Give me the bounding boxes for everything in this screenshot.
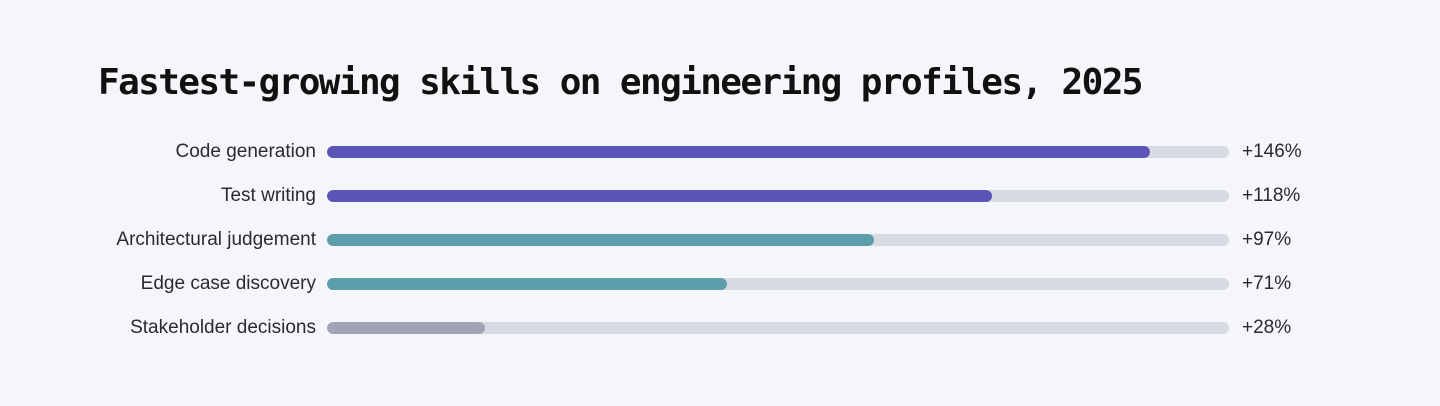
bar-row: Stakeholder decisions +28% (0, 306, 1440, 350)
category-label: Test writing (220, 185, 316, 206)
category-label: Stakeholder decisions (130, 317, 316, 338)
bar (327, 322, 485, 334)
value-label: +71% (1242, 273, 1292, 294)
chart-title: Fastest-growing skills on engineering pr… (98, 62, 1143, 103)
bar (327, 190, 993, 202)
bar-row: Test writing +118% (0, 174, 1440, 218)
bar-rows: Code generation +146% Test writing +118% Arc… (0, 130, 1440, 350)
bar (327, 278, 728, 290)
bar-track (327, 234, 1229, 246)
bar-track (327, 146, 1229, 158)
category-label: Edge case discovery (140, 273, 316, 294)
value-label: +28% (1242, 317, 1292, 338)
value-label: +118% (1242, 185, 1301, 206)
bar-track (327, 190, 1229, 202)
bar-track (327, 278, 1229, 290)
bar (327, 146, 1151, 158)
bar (327, 234, 874, 246)
bar-row: Code generation +146% (0, 130, 1440, 174)
category-label: Code generation (175, 141, 317, 162)
category-label: Architectural judgement (116, 229, 316, 250)
bar-track (327, 322, 1229, 334)
value-label: +146% (1242, 141, 1302, 162)
bar-row: Architectural judgement +97% (0, 218, 1440, 262)
value-label: +97% (1242, 229, 1292, 250)
bar-row: Edge case discovery +71% (0, 262, 1440, 306)
